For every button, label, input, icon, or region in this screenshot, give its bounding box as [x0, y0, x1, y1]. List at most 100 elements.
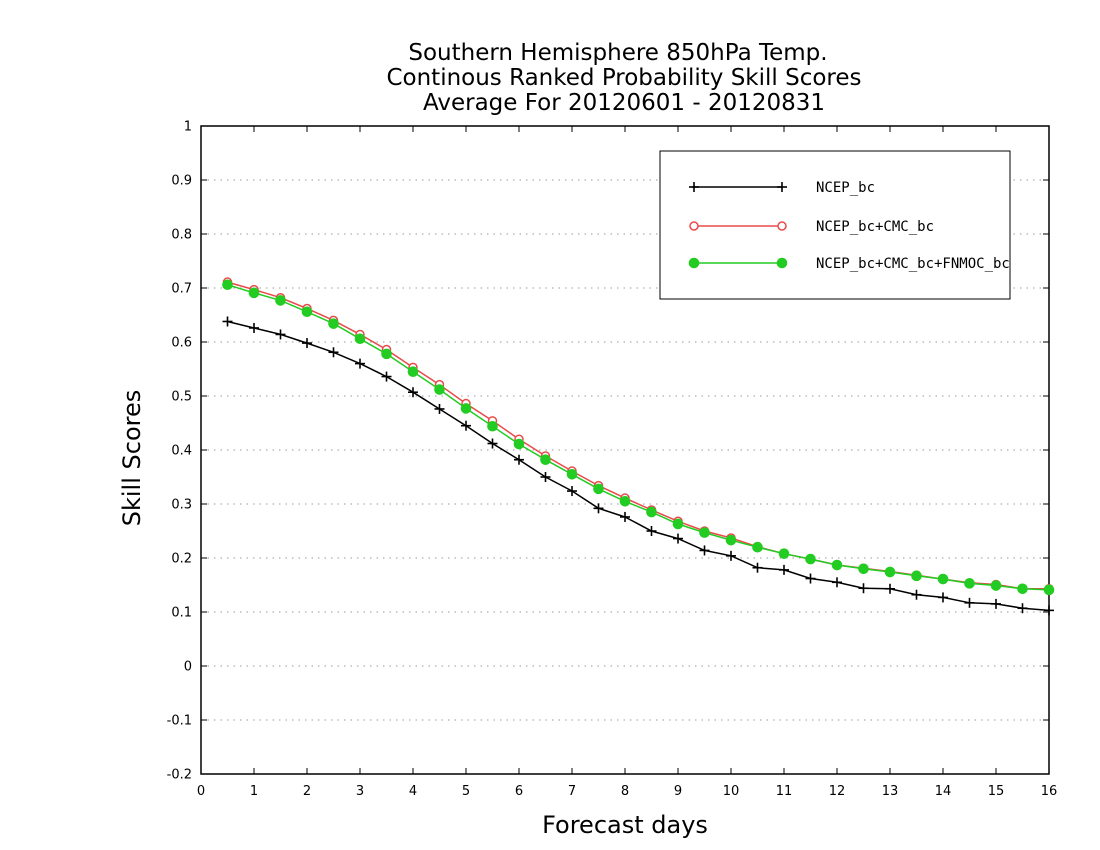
series-point [1017, 583, 1028, 595]
series-point [460, 403, 472, 414]
x-tick-label: 1 [250, 784, 258, 799]
series-point [777, 182, 787, 192]
series-point [619, 496, 631, 507]
x-tick-label: 5 [462, 784, 470, 799]
grid [201, 179, 1049, 721]
y-tick-label: 0.5 [171, 390, 192, 405]
series-point [779, 564, 789, 575]
title-line-3: Average For 20120601 - 20120831 [423, 90, 825, 116]
legend-label: NCEP_bc [816, 180, 875, 196]
series-point [911, 570, 922, 582]
series-point [776, 257, 788, 269]
x-tick-label: 2 [303, 784, 311, 799]
series-point [354, 333, 366, 345]
series-point [672, 518, 684, 530]
legend-item: NCEP_bc+CMC_bc+FNMOC_bc [688, 256, 1010, 272]
x-tick-label: 16 [1041, 784, 1058, 799]
series-point [513, 438, 525, 450]
series-point [699, 545, 710, 556]
legend-item: NCEP_bc [689, 180, 875, 196]
x-axis-label: Forecast days [542, 811, 708, 839]
axis-ticks: -0.2-0.100.10.20.30.40.50.60.70.80.910 1 2… [167, 120, 1058, 800]
series-point [540, 454, 551, 466]
series-point [1017, 603, 1028, 614]
series-ncep-bc-cmc-bc-fnmoc-bc [222, 279, 1055, 596]
series-line [227, 320, 1050, 612]
x-tick-label: 0 [197, 784, 205, 799]
legend-box [659, 150, 1011, 300]
series-point [407, 366, 419, 378]
series-point [302, 338, 312, 349]
series-point [275, 329, 286, 340]
series-point [990, 580, 1002, 591]
x-tick-label: 11 [776, 784, 793, 799]
series-point [938, 592, 948, 603]
series-point [593, 503, 604, 514]
series-point [964, 597, 975, 608]
series-point [434, 384, 445, 395]
series-point [566, 469, 578, 480]
y-tick-label: 0.2 [171, 552, 192, 567]
series-point [937, 573, 949, 585]
series-point [725, 534, 737, 546]
series-point [487, 438, 498, 449]
x-tick-label: 10 [723, 784, 740, 799]
y-tick-label: 0.8 [171, 228, 192, 243]
series-point [673, 533, 683, 544]
y-tick-label: 0.3 [171, 498, 192, 513]
x-tick-label: 9 [674, 784, 682, 799]
series-point [689, 221, 699, 231]
series-point [461, 420, 471, 431]
series-point [726, 550, 736, 561]
y-tick-label: 0.9 [171, 174, 192, 189]
x-tick-label: 7 [568, 784, 576, 799]
x-tick-label: 14 [935, 784, 952, 799]
series-point [858, 563, 869, 575]
x-tick-label: 3 [356, 784, 364, 799]
series-point [699, 527, 710, 538]
series-point [911, 589, 922, 600]
x-tick-label: 8 [621, 784, 629, 799]
series-point [514, 454, 524, 465]
legend-label: NCEP_bc+CMC_bc+FNMOC_bc [816, 256, 1010, 272]
series-point [567, 486, 577, 497]
series [222, 277, 1055, 616]
title-line-1: Southern Hemisphere 850hPa Temp. [408, 40, 827, 66]
series-point [752, 562, 763, 573]
series-point [487, 420, 498, 432]
y-tick-label: 0.4 [171, 444, 192, 459]
series-point [301, 306, 313, 318]
series-point [540, 472, 551, 482]
legend-item: NCEP_bc+CMC_bc [689, 219, 934, 235]
series-point [593, 483, 604, 495]
series-point [275, 295, 286, 306]
chart-title: Southern Hemisphere 850hPa Temp. Contino… [386, 40, 861, 116]
series-point [328, 347, 339, 358]
y-tick-label: 1 [184, 120, 192, 135]
series-point [832, 577, 842, 588]
series-point [381, 371, 392, 382]
series-point [752, 541, 763, 553]
y-tick-label: 0.7 [171, 282, 192, 297]
x-tick-label: 12 [829, 784, 846, 799]
series-point [688, 257, 700, 269]
series-point [805, 573, 816, 584]
series-point [884, 566, 896, 578]
series-point [620, 511, 630, 522]
series-point [249, 322, 259, 333]
series-ncep-bc-cmc-bc [222, 277, 1054, 594]
y-tick-label: -0.1 [167, 714, 192, 729]
series-point [777, 221, 787, 231]
series-point [434, 403, 445, 414]
series-point [858, 583, 869, 594]
series-point [328, 318, 339, 329]
series-point [778, 548, 790, 559]
series-point [381, 348, 392, 360]
series-point [646, 526, 657, 536]
legend: NCEP_bc NCEP_bc+CMC_bc NCEP_bc+CMC_bc+FNMO… [659, 150, 1011, 300]
series-point [991, 598, 1001, 609]
y-axis-label: Skill Scores [118, 390, 146, 527]
y-tick-label: 0.1 [171, 606, 192, 621]
y-tick-label: -0.2 [167, 768, 192, 783]
